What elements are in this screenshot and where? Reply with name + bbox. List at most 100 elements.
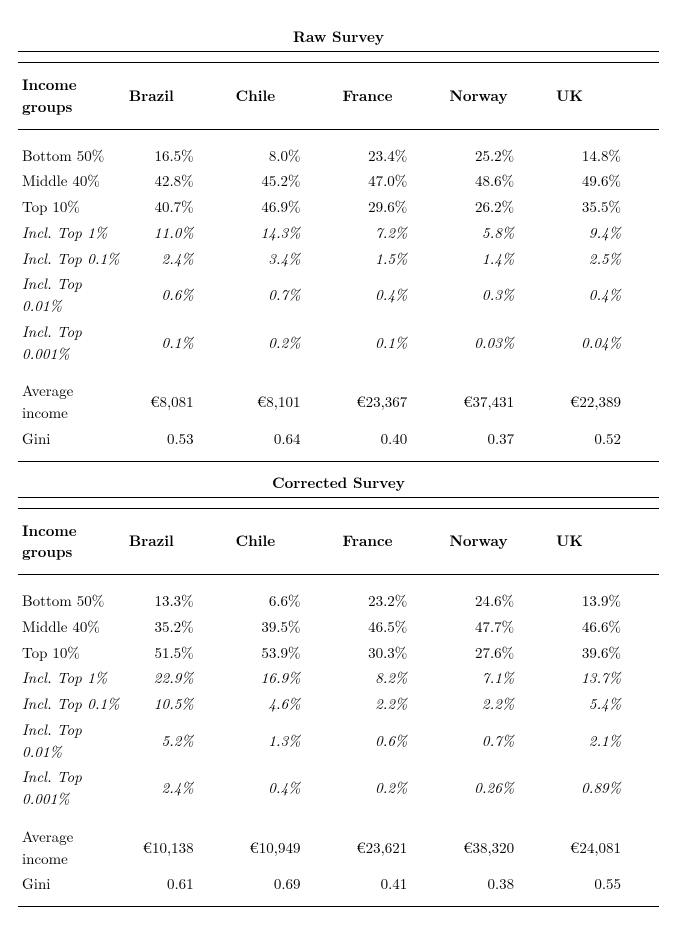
cell-value: 5.2% — [125, 717, 232, 765]
cell-value: €38,320 — [445, 824, 552, 872]
header-country: Chile — [232, 72, 339, 120]
cell-value: 0.3% — [445, 271, 552, 319]
table-row: Gini0.610.690.410.380.55 — [18, 871, 659, 897]
cell-value: 23.2% — [338, 588, 445, 614]
cell-value: 1.5% — [338, 246, 445, 272]
header-country: France — [338, 518, 445, 566]
cell-value: 0.55 — [552, 871, 659, 897]
cell-value: 8.0% — [232, 143, 339, 169]
cell-value: 40.7% — [125, 194, 232, 220]
cell-value: 0.52 — [552, 426, 659, 452]
cell-value: 0.40 — [338, 426, 445, 452]
cell-value: 2.2% — [445, 691, 552, 717]
rule — [18, 907, 659, 912]
cell-value: 0.61 — [125, 871, 232, 897]
table-row: Top 10%51.5%53.9%30.3%27.6%39.6% — [18, 640, 659, 666]
cell-value: 14.3% — [232, 220, 339, 246]
cell-value: 51.5% — [125, 640, 232, 666]
cell-value: 53.9% — [232, 640, 339, 666]
cell-value: 26.2% — [445, 194, 552, 220]
cell-value: 47.0% — [338, 168, 445, 194]
cell-value: 6.6% — [232, 588, 339, 614]
cell-value: €23,367 — [338, 378, 445, 426]
cell-value: 29.6% — [338, 194, 445, 220]
row-label: Bottom 50% — [18, 588, 125, 614]
cell-value: 47.7% — [445, 614, 552, 640]
cell-value: 8.2% — [338, 665, 445, 691]
header-country: UK — [552, 518, 659, 566]
cell-value: 0.6% — [338, 717, 445, 765]
income-table: Income groupsBrazilChileFranceNorwayUK Bo… — [18, 497, 659, 912]
cell-value: 46.5% — [338, 614, 445, 640]
table-row: Gini0.530.640.400.370.52 — [18, 426, 659, 452]
row-label: Bottom 50% — [18, 143, 125, 169]
header-country: France — [338, 72, 445, 120]
cell-value: 5.8% — [445, 220, 552, 246]
row-label: Incl. Top 0.001% — [18, 764, 125, 812]
cell-value: 0.69 — [232, 871, 339, 897]
cell-value: 0.2% — [338, 764, 445, 812]
cell-value: 16.5% — [125, 143, 232, 169]
cell-value: €10,949 — [232, 824, 339, 872]
header-country: Brazil — [125, 72, 232, 120]
cell-value: 0.53 — [125, 426, 232, 452]
row-label: Gini — [18, 426, 125, 452]
cell-value: 0.26% — [445, 764, 552, 812]
header-label: Income groups — [18, 518, 125, 566]
cell-value: 14.8% — [552, 143, 659, 169]
cell-value: 9.4% — [552, 220, 659, 246]
cell-value: 35.2% — [125, 614, 232, 640]
cell-value: 0.4% — [552, 271, 659, 319]
table-row: Average income€10,138€10,949€23,621€38,3… — [18, 824, 659, 872]
table-row: Incl. Top 0.01%0.6%0.7%0.4%0.3%0.4% — [18, 271, 659, 319]
table-row: Average income€8,081€8,101€23,367€37,431… — [18, 378, 659, 426]
table-row: Middle 40%35.2%39.5%46.5%47.7%46.6% — [18, 614, 659, 640]
cell-value: €23,621 — [338, 824, 445, 872]
cell-value: 42.8% — [125, 168, 232, 194]
cell-value: 49.6% — [552, 168, 659, 194]
income-table: Income groupsBrazilChileFranceNorwayUKBo… — [18, 51, 659, 466]
cell-value: 13.3% — [125, 588, 232, 614]
table-row: Middle 40%42.8%45.2%47.0%48.6%49.6% — [18, 168, 659, 194]
cell-value: 2.2% — [338, 691, 445, 717]
row-label: Middle 40% — [18, 168, 125, 194]
table-row: Bottom 50%13.3%6.6%23.2%24.6%13.9% — [18, 588, 659, 614]
cell-value: 2.1% — [552, 717, 659, 765]
cell-value: 35.5% — [552, 194, 659, 220]
row-label: Incl. Top 1% — [18, 665, 125, 691]
table-row: Incl. Top 0.01%5.2%1.3%0.6%0.7%2.1% — [18, 717, 659, 765]
cell-value: 48.6% — [445, 168, 552, 194]
cell-value: €24,081 — [552, 824, 659, 872]
cell-value: 0.38 — [445, 871, 552, 897]
cell-value: 2.4% — [125, 764, 232, 812]
cell-value: 16.9% — [232, 665, 339, 691]
row-label: Average income — [18, 378, 125, 426]
cell-value: 11.0% — [125, 220, 232, 246]
cell-value: 1.4% — [445, 246, 552, 272]
cell-value: 0.37 — [445, 426, 552, 452]
cell-value: €22,389 — [552, 378, 659, 426]
cell-value: 46.9% — [232, 194, 339, 220]
cell-value: 0.6% — [125, 271, 232, 319]
cell-value: 1.3% — [232, 717, 339, 765]
cell-value: 7.1% — [445, 665, 552, 691]
header-country: UK — [552, 72, 659, 120]
cell-value: 24.6% — [445, 588, 552, 614]
cell-value: 0.03% — [445, 319, 552, 367]
table-header-row: Income groupsBrazilChileFranceNorwayUK — [18, 518, 659, 566]
cell-value: 0.04% — [552, 319, 659, 367]
cell-value: 39.6% — [552, 640, 659, 666]
row-label: Top 10% — [18, 194, 125, 220]
header-country: Brazil — [125, 518, 232, 566]
row-label: Incl. Top 0.1% — [18, 691, 125, 717]
cell-value: 0.7% — [232, 271, 339, 319]
cell-value: 13.7% — [552, 665, 659, 691]
header-country: Norway — [445, 518, 552, 566]
cell-value: 0.89% — [552, 764, 659, 812]
cell-value: 4.6% — [232, 691, 339, 717]
cell-value: 39.5% — [232, 614, 339, 640]
row-label: Incl. Top 0.1% — [18, 246, 125, 272]
table-row: Top 10%40.7%46.9%29.6%26.2%35.5% — [18, 194, 659, 220]
cell-value: 0.4% — [338, 271, 445, 319]
row-label: Incl. Top 0.001% — [18, 319, 125, 367]
